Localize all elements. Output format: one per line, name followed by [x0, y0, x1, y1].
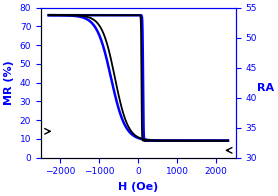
Y-axis label: MR (%): MR (%) — [4, 60, 14, 105]
X-axis label: H (Oe): H (Oe) — [118, 182, 158, 192]
Y-axis label: RA: RA — [257, 83, 274, 93]
